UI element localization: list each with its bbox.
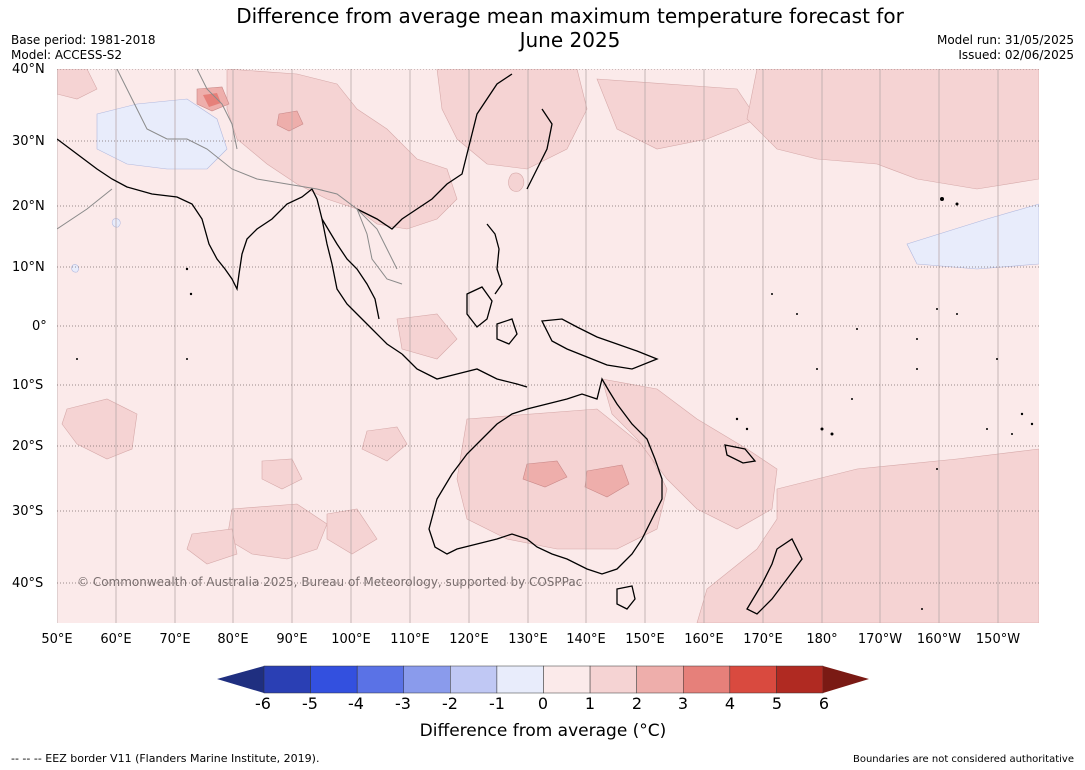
- colorbar-segment: [589, 665, 637, 694]
- colorbar-segment: [450, 665, 498, 694]
- colorbar-segment: [636, 665, 684, 694]
- lat-label-20s: 20°S: [12, 439, 44, 454]
- colorbar-tick: -4: [348, 694, 364, 713]
- colorbar-segments: [263, 665, 824, 694]
- colorbar-tick: -1: [489, 694, 505, 713]
- colorbar-segment: [403, 665, 451, 694]
- lon-label-130e: 130°E: [508, 632, 548, 647]
- base-period: Base period: 1981-2018: [11, 33, 156, 47]
- boundaries-note: Boundaries are not considered authoritat…: [852, 754, 1074, 765]
- lon-label-170e: 170°E: [743, 632, 783, 647]
- colorbar-tick: -2: [442, 694, 458, 713]
- colorbar-segment: [543, 665, 591, 694]
- lat-label-40s: 40°S: [12, 576, 44, 591]
- boundaries: [57, 69, 403, 285]
- lon-label-150w: 150°W: [975, 632, 1021, 647]
- lat-label-30s: 30°S: [12, 504, 44, 519]
- colorbar-tick: 2: [631, 694, 643, 713]
- title-line-1: Difference from average mean maximum tem…: [236, 4, 904, 28]
- meta-left: Base period: 1981-2018 Model: ACCESS-S2: [11, 33, 156, 63]
- lat-label-10n: 10°N: [12, 260, 45, 275]
- colorbar-tick: 0: [537, 694, 549, 713]
- title-line-2: June 2025: [519, 28, 621, 52]
- lon-label-70e: 70°E: [159, 632, 191, 647]
- colorbar-segment: [496, 665, 544, 694]
- anomaly-1-2: [57, 69, 1039, 623]
- colorbar-extend-high: [823, 666, 869, 693]
- meta-right: Model run: 31/05/2025 Issued: 02/06/2025: [937, 33, 1074, 63]
- colorbar-tick: 3: [677, 694, 689, 713]
- colorbar-segment: [263, 665, 311, 694]
- colorbar-tick: 6: [818, 694, 830, 713]
- lon-label-170w: 170°W: [857, 632, 903, 647]
- lon-label-140e: 140°E: [566, 632, 606, 647]
- meridians: [57, 69, 999, 623]
- issued-date: Issued: 02/06/2025: [958, 48, 1074, 62]
- colorbar-tick: -6: [255, 694, 271, 713]
- colorbar-tick: 1: [584, 694, 596, 713]
- lon-label-60e: 60°E: [100, 632, 132, 647]
- colorbar-label: Difference from average (°C): [419, 721, 667, 741]
- colorbar: [217, 665, 869, 694]
- lat-label-20n: 20°N: [12, 199, 45, 214]
- lat-label-30n: 30°N: [12, 134, 45, 149]
- lon-label-120e: 120°E: [449, 632, 489, 647]
- lon-label-160w: 160°W: [916, 632, 962, 647]
- map-title: Difference from average mean maximum tem…: [170, 4, 970, 52]
- lon-label-160e: 160°E: [684, 632, 724, 647]
- lon-label-90e: 90°E: [276, 632, 308, 647]
- map-area: [57, 69, 1039, 623]
- lat-label-10s: 10°S: [12, 378, 44, 393]
- map-svg: [57, 69, 1039, 623]
- model-name: Model: ACCESS-S2: [11, 48, 123, 62]
- lon-label-110e: 110°E: [390, 632, 430, 647]
- coastlines: [57, 73, 803, 615]
- islands: [76, 197, 1034, 610]
- lat-label-40n: 40°N: [12, 62, 45, 77]
- model-run: Model run: 31/05/2025: [936, 33, 1074, 47]
- lon-label-50e: 50°E: [41, 632, 73, 647]
- eez-note: -- -- -- EEZ border V11 (Flanders Marine…: [11, 752, 320, 765]
- colorbar-tick: 5: [771, 694, 783, 713]
- lon-label-100e: 100°E: [331, 632, 371, 647]
- colorbar-segment: [776, 665, 824, 694]
- lon-label-80e: 80°E: [217, 632, 249, 647]
- copyright-notice: © Commonwealth of Australia 2025, Bureau…: [77, 575, 583, 589]
- colorbar-tick: -3: [395, 694, 411, 713]
- lon-label-180: 180°: [806, 632, 838, 647]
- colorbar-tick: -5: [302, 694, 318, 713]
- colorbar-segment: [356, 665, 405, 694]
- anomaly-2-3: [196, 86, 630, 498]
- colorbar-tick: 4: [724, 694, 736, 713]
- colorbar-segment: [683, 665, 731, 694]
- lat-label-0: 0°: [32, 319, 47, 334]
- colorbar-segment: [729, 665, 777, 694]
- colorbar-extend-low: [217, 666, 264, 693]
- anomaly-3-4: [203, 93, 221, 107]
- lon-label-150e: 150°E: [625, 632, 665, 647]
- colorbar-segment: [310, 665, 358, 694]
